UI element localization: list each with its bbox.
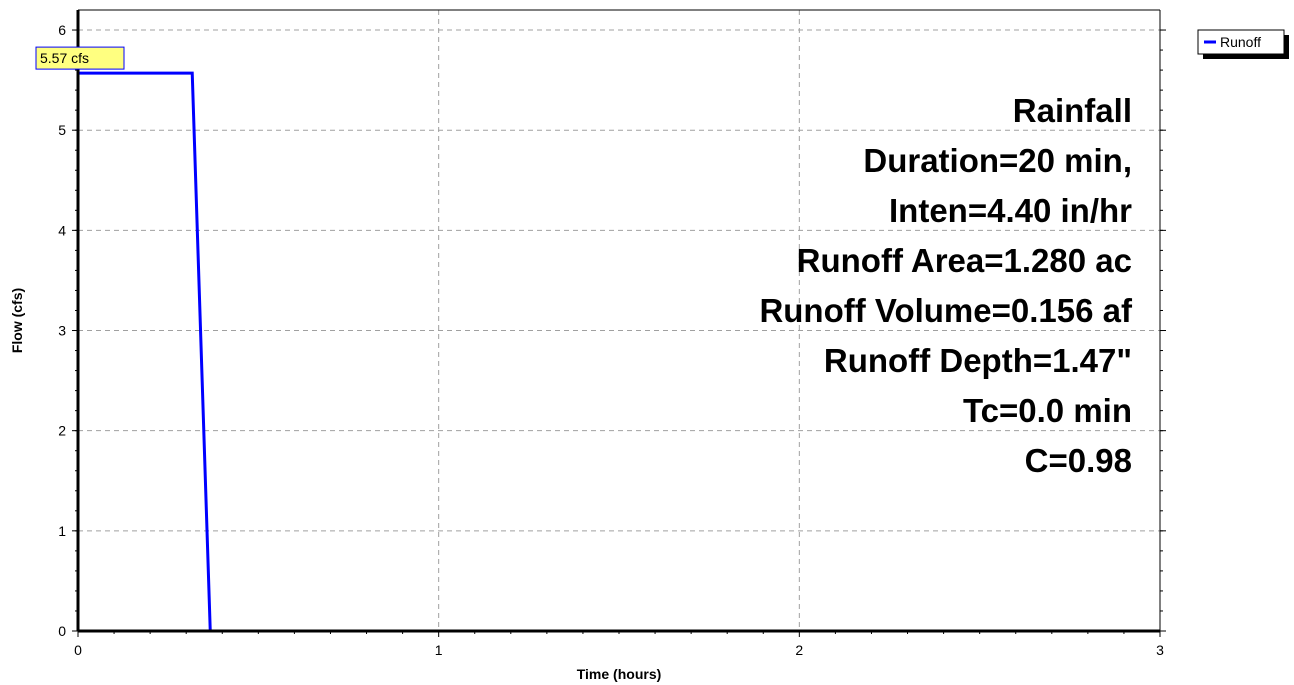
peak-callout-label: 5.57 cfs	[40, 50, 89, 66]
grid	[78, 10, 1160, 631]
y-tick-label: 3	[58, 323, 66, 339]
annotation-line: Rainfall	[1013, 92, 1132, 129]
annotation-line: Inten=4.40 in/hr	[889, 192, 1132, 229]
annotation-line: Tc=0.0 min	[963, 392, 1132, 429]
x-axis-ticks: 0 1 2 3	[74, 631, 1164, 658]
annotation-line: Runoff Area=1.280 ac	[797, 242, 1132, 279]
legend: Runoff	[1197, 29, 1289, 59]
annotation-line: Runoff Depth=1.47"	[824, 342, 1132, 379]
x-axis-title: Time (hours)	[577, 666, 662, 682]
y-tick-label: 2	[58, 423, 66, 439]
y-tick-label: 1	[58, 523, 66, 539]
x-tick-label: 0	[74, 642, 82, 658]
peak-callout: 5.57 cfs	[35, 46, 125, 70]
peak-callout-box	[35, 46, 125, 70]
y-tick-label: 6	[58, 22, 66, 38]
plot-frame	[76, 9, 1161, 633]
y-tick-label: 0	[58, 623, 66, 639]
plot-area	[78, 10, 1160, 631]
y-axis-title: Flow (cfs)	[9, 288, 25, 353]
y-tick-label: 4	[58, 222, 66, 238]
annotation-line: C=0.98	[1025, 442, 1132, 479]
annotation-line: Duration=20 min,	[863, 142, 1132, 179]
x-tick-label: 3	[1156, 642, 1164, 658]
y-tick-label: 5	[58, 122, 66, 138]
x-tick-label: 2	[795, 642, 803, 658]
x-tick-label: 1	[435, 642, 443, 658]
legend-label-runoff: Runoff	[1220, 34, 1261, 50]
annotation-line: Runoff Volume=0.156 af	[759, 292, 1133, 329]
annotation-block: Rainfall Duration=20 min, Inten=4.40 in/hr…	[759, 92, 1133, 479]
